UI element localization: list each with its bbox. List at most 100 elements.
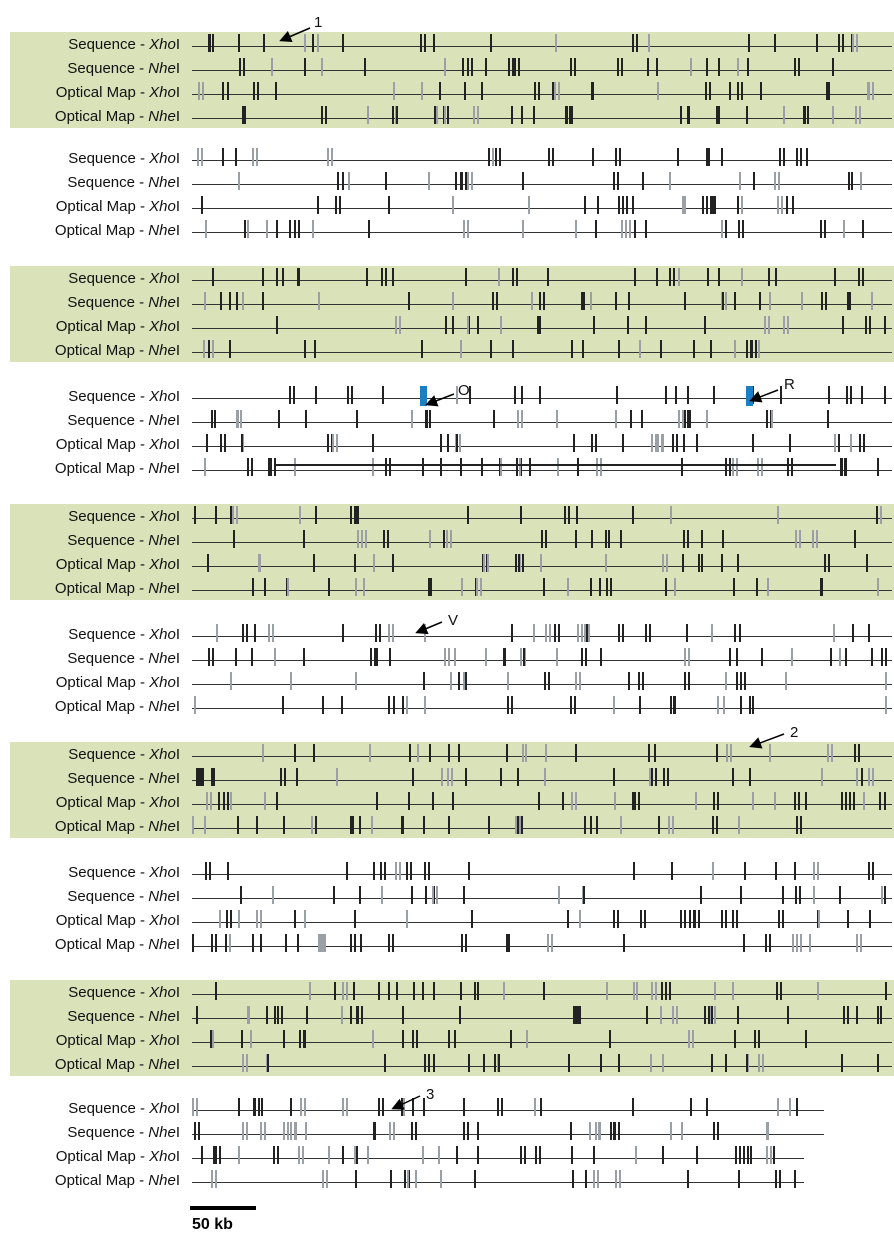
restriction-site-mark xyxy=(801,292,803,310)
restriction-site-mark xyxy=(806,148,808,166)
restriction-site-mark xyxy=(617,172,619,190)
restriction-site-mark xyxy=(361,1006,363,1024)
restriction-site-mark xyxy=(613,910,615,928)
restriction-site-mark xyxy=(498,268,500,286)
restriction-site-mark xyxy=(257,82,259,100)
restriction-site-mark xyxy=(501,1098,503,1116)
restriction-site-mark xyxy=(372,458,374,476)
restriction-site-mark xyxy=(737,58,739,76)
restriction-site-mark xyxy=(879,792,881,810)
enzyme-suffix: I xyxy=(175,794,180,811)
restriction-site-mark xyxy=(492,148,494,166)
optical-map-xhoi-track xyxy=(192,1144,804,1168)
restriction-site-mark xyxy=(215,1146,217,1164)
restriction-site-mark xyxy=(196,1006,198,1024)
restriction-site-mark xyxy=(294,910,296,928)
restriction-site-mark xyxy=(792,196,794,214)
restriction-site-mark xyxy=(522,744,524,762)
restriction-site-mark xyxy=(722,292,724,310)
optical-map-nhei-label: Optical Map - NheI xyxy=(10,222,180,240)
restriction-site-mark xyxy=(554,624,556,642)
map-baseline xyxy=(192,1110,824,1111)
restriction-site-mark xyxy=(570,1122,572,1140)
restriction-site-mark xyxy=(222,82,224,100)
restriction-site-mark xyxy=(748,34,750,52)
restriction-site-mark xyxy=(290,672,292,690)
restriction-site-mark xyxy=(354,554,356,572)
restriction-site-mark xyxy=(422,1146,424,1164)
restriction-site-mark xyxy=(880,506,882,524)
enzyme-name: Xho xyxy=(149,864,176,881)
restriction-site-mark xyxy=(304,1098,306,1116)
restriction-site-mark xyxy=(767,1122,769,1140)
restriction-site-mark xyxy=(841,792,843,810)
restriction-site-mark xyxy=(350,1006,352,1024)
restriction-site-mark xyxy=(385,458,387,476)
restriction-site-mark xyxy=(436,106,438,124)
restriction-site-mark xyxy=(471,58,473,76)
restriction-site-mark xyxy=(537,316,539,334)
restriction-site-mark xyxy=(859,106,861,124)
restriction-site-mark xyxy=(429,744,431,762)
restriction-site-mark xyxy=(735,1146,737,1164)
restriction-site-mark xyxy=(718,268,720,286)
restriction-site-mark xyxy=(342,1098,344,1116)
restriction-site-mark xyxy=(380,862,382,880)
restriction-site-mark xyxy=(462,58,464,76)
restriction-site-mark xyxy=(795,530,797,548)
restriction-site-mark xyxy=(415,1122,417,1140)
restriction-site-mark xyxy=(884,386,886,404)
restriction-site-mark xyxy=(367,106,369,124)
restriction-site-mark xyxy=(244,106,246,124)
restriction-site-mark xyxy=(477,106,479,124)
row-label-prefix: Sequence - xyxy=(67,60,149,77)
restriction-site-mark xyxy=(465,172,467,190)
restriction-site-mark xyxy=(192,1098,194,1116)
restriction-site-mark xyxy=(595,434,597,452)
optical-map-xhoi-track xyxy=(192,314,892,338)
restriction-site-mark xyxy=(352,816,354,834)
restriction-site-mark xyxy=(746,1054,748,1072)
restriction-site-mark xyxy=(725,458,727,476)
restriction-site-mark xyxy=(278,410,280,428)
restriction-site-mark xyxy=(465,672,467,690)
restriction-site-mark xyxy=(855,106,857,124)
annotation-label-1: 1 xyxy=(314,14,323,31)
restriction-site-mark xyxy=(229,292,231,310)
restriction-site-mark xyxy=(421,340,423,358)
enzyme-name: Xho xyxy=(149,1100,176,1117)
restriction-site-mark xyxy=(392,934,394,952)
restriction-site-mark xyxy=(342,982,344,1000)
restriction-site-mark xyxy=(266,1006,268,1024)
restriction-site-mark xyxy=(785,672,787,690)
restriction-site-mark xyxy=(303,648,305,666)
optical-map-xhoi-label: Optical Map - XhoI xyxy=(10,556,180,574)
restriction-site-mark xyxy=(645,316,647,334)
restriction-site-mark xyxy=(436,886,438,904)
restriction-site-mark xyxy=(351,386,353,404)
optical-map-xhoi-label: Optical Map - XhoI xyxy=(10,198,180,216)
restriction-site-mark xyxy=(471,172,473,190)
restriction-site-mark xyxy=(791,648,793,666)
sequence-xhoi-track xyxy=(192,742,892,766)
restriction-site-mark xyxy=(706,58,708,76)
restriction-site-mark xyxy=(838,34,840,52)
restriction-site-mark xyxy=(415,1170,417,1188)
restriction-site-mark xyxy=(252,578,254,596)
restriction-site-mark xyxy=(865,316,867,334)
sequence-xhoi-label: Sequence - XhoI xyxy=(10,1100,180,1118)
restriction-site-mark xyxy=(582,340,584,358)
annotation-arrow xyxy=(279,27,311,42)
restriction-site-mark xyxy=(376,648,378,666)
restriction-site-mark xyxy=(424,696,426,714)
restriction-site-mark xyxy=(681,458,683,476)
sequence-nhei-label: Sequence - NheI xyxy=(10,60,180,78)
map-baseline xyxy=(192,328,892,329)
restriction-site-mark xyxy=(545,744,547,762)
restriction-site-mark xyxy=(282,268,284,286)
restriction-site-mark xyxy=(557,458,559,476)
restriction-site-mark xyxy=(820,578,822,596)
restriction-site-mark xyxy=(276,792,278,810)
restriction-site-mark xyxy=(518,58,520,76)
restriction-site-mark xyxy=(365,530,367,548)
